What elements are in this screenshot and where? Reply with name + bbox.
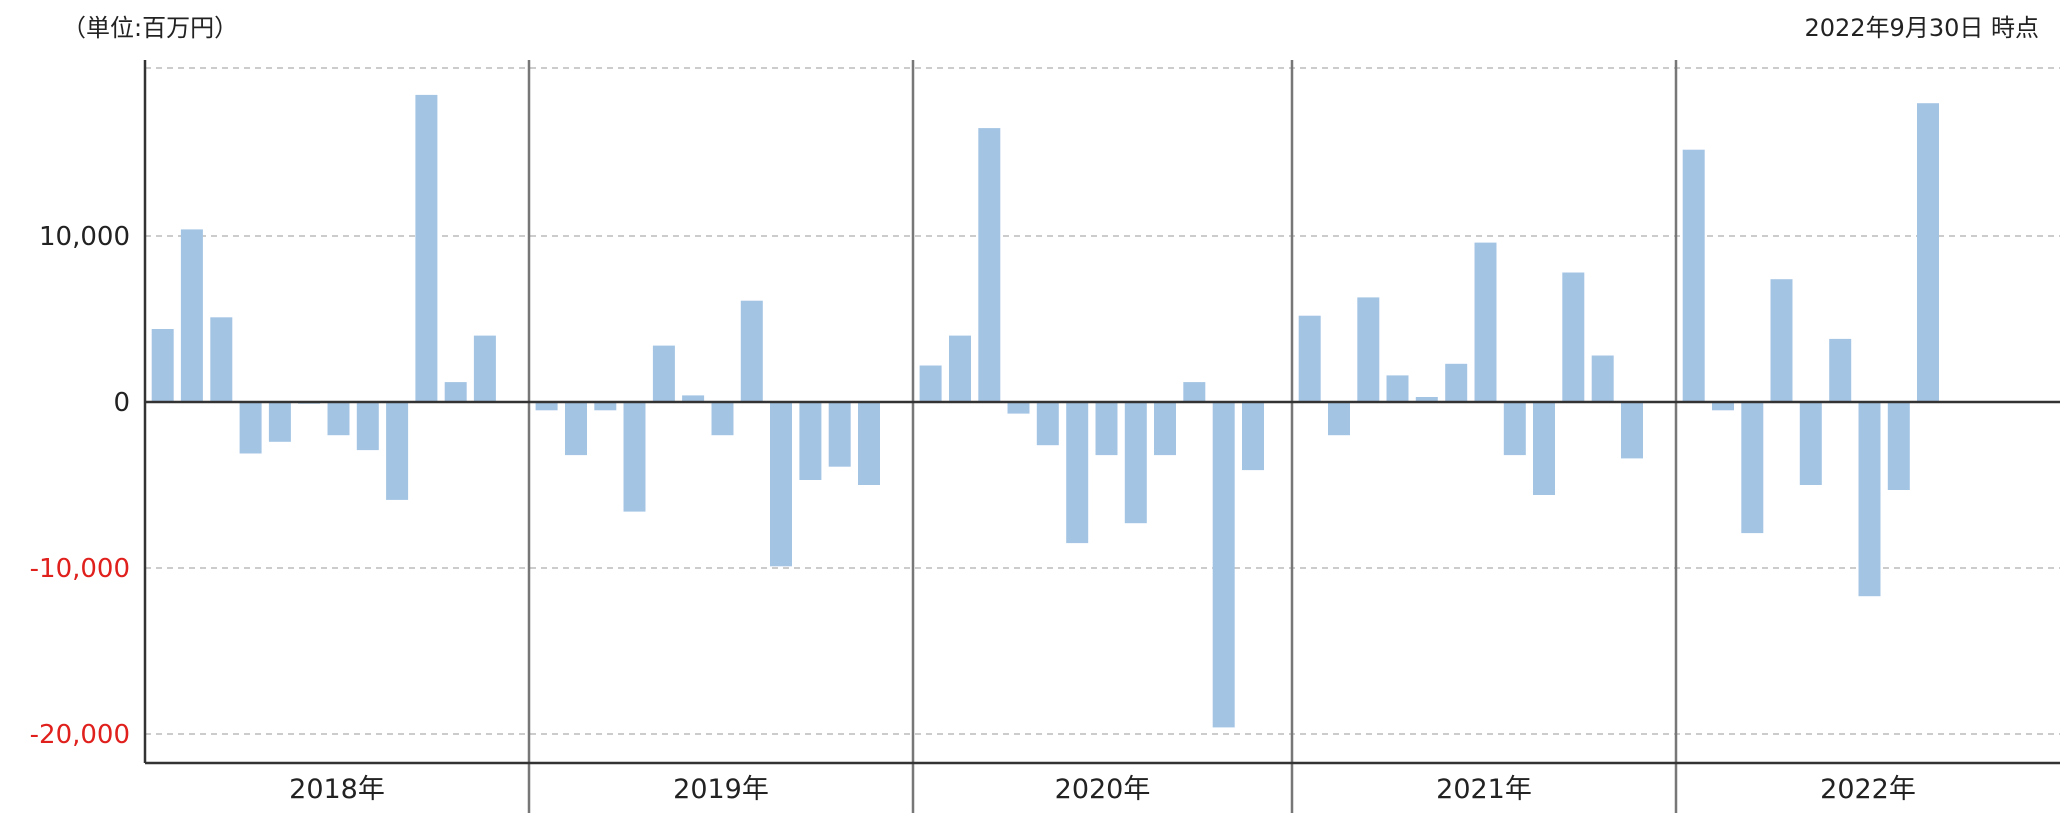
year-label: 2021年 bbox=[1436, 774, 1532, 805]
bar bbox=[1799, 402, 1822, 485]
bars bbox=[151, 94, 1939, 728]
bar bbox=[210, 317, 233, 402]
axis-labels: 10,000 0 -10,000 -20,000 2018年 2019年 2020年 2021… bbox=[30, 222, 1916, 805]
bar bbox=[386, 402, 409, 500]
year-label: 2020年 bbox=[1055, 774, 1151, 805]
bar bbox=[1036, 402, 1059, 446]
bar bbox=[858, 402, 880, 485]
bar bbox=[151, 329, 174, 402]
bar bbox=[1621, 402, 1643, 459]
bar bbox=[1917, 103, 1939, 402]
bar bbox=[1095, 402, 1118, 456]
bar bbox=[828, 402, 851, 467]
bar bbox=[565, 402, 587, 456]
bar bbox=[1386, 375, 1409, 402]
bar bbox=[1858, 402, 1881, 597]
y-tick-label: -10,000 bbox=[30, 554, 130, 584]
bar bbox=[1533, 402, 1555, 495]
bar bbox=[1503, 402, 1526, 456]
bar bbox=[623, 402, 646, 512]
axes bbox=[143, 60, 2060, 765]
bar bbox=[740, 300, 763, 402]
bar bbox=[444, 382, 467, 402]
as-of-date-label: 2022年9月30日 時点 bbox=[1804, 14, 2039, 42]
year-label: 2019年 bbox=[673, 774, 769, 805]
bar bbox=[1357, 297, 1380, 402]
bar bbox=[978, 128, 1001, 402]
unit-label: （単位:百万円） bbox=[62, 14, 239, 42]
bar bbox=[1829, 338, 1852, 402]
y-tick-label: 0 bbox=[113, 388, 130, 418]
bar bbox=[682, 395, 705, 402]
bar bbox=[1741, 402, 1764, 534]
bar bbox=[1712, 402, 1734, 411]
bar bbox=[327, 402, 350, 436]
bar bbox=[919, 365, 942, 402]
year-label: 2018年 bbox=[289, 774, 385, 805]
bar bbox=[711, 402, 734, 436]
y-tick-label: -20,000 bbox=[30, 720, 130, 750]
bar bbox=[1415, 397, 1438, 402]
bar bbox=[1445, 363, 1468, 402]
bar bbox=[1007, 402, 1030, 414]
bar bbox=[415, 94, 438, 403]
bar bbox=[1682, 149, 1705, 402]
y-tick-label: 10,000 bbox=[39, 222, 130, 252]
bar bbox=[949, 335, 971, 402]
bar bbox=[1562, 272, 1585, 402]
bar bbox=[1154, 402, 1176, 456]
bar bbox=[1242, 402, 1264, 471]
bar bbox=[473, 335, 496, 402]
bar bbox=[1770, 279, 1793, 402]
bar bbox=[1474, 242, 1497, 402]
bar bbox=[770, 402, 792, 567]
bar bbox=[1124, 402, 1147, 524]
bar bbox=[1183, 382, 1206, 402]
bar bbox=[1328, 402, 1350, 436]
year-dividers bbox=[527, 60, 1678, 813]
grid-lines bbox=[145, 67, 2060, 735]
bar bbox=[356, 402, 379, 451]
year-label: 2022年 bbox=[1820, 774, 1916, 805]
bar bbox=[1591, 355, 1614, 402]
bar bbox=[180, 229, 203, 402]
bar bbox=[799, 402, 822, 480]
bar bbox=[1212, 402, 1235, 728]
bar bbox=[1298, 315, 1321, 402]
bar bbox=[268, 402, 291, 442]
bar bbox=[594, 402, 617, 411]
bar bbox=[535, 402, 558, 411]
bar bbox=[239, 402, 262, 454]
bar bbox=[1887, 402, 1910, 490]
bar bbox=[652, 345, 675, 402]
bar bbox=[1066, 402, 1089, 544]
